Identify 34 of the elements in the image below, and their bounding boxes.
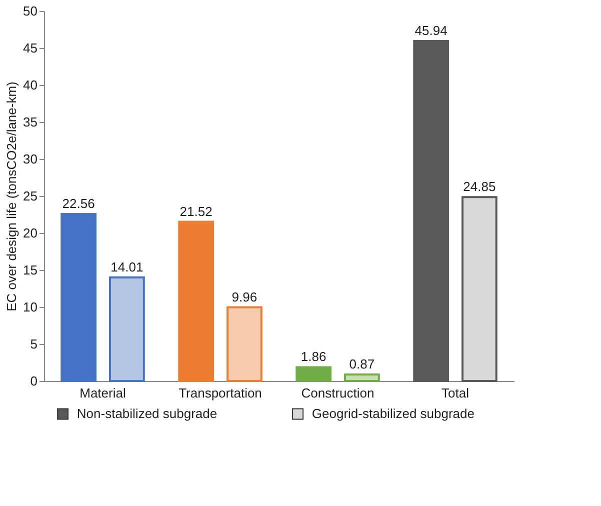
data-label: 14.01 [110,259,144,274]
x-tick-label: Construction [301,386,374,400]
data-label: 0.87 [349,356,375,372]
y-tick-label: 0 [30,374,38,388]
y-tick-label: 50 [23,4,38,18]
legend-label: Non-stabilized subgrade [76,406,218,421]
y-tick-label: 40 [23,78,38,92]
y-axis-title: EC over design life (tonsCO2e/lane-km) [4,82,20,312]
y-tick-label: 45 [23,40,38,56]
data-label: 24.85 [463,179,496,194]
y-tick-label: 5 [30,336,38,352]
x-tick-label: Total [442,386,470,400]
bar [344,374,380,382]
data-label: 22.56 [62,196,95,212]
bar [413,40,449,382]
y-tick-label: 15 [23,262,38,278]
data-label: 9.96 [232,289,258,304]
bar [296,366,332,382]
data-label: 1.86 [300,349,326,364]
bar [109,276,145,382]
y-tick-label: 20 [23,226,38,240]
y-tick-label: 35 [23,114,38,130]
bar [462,196,498,382]
y-tick-label: 30 [23,152,38,166]
y-tick-label: 10 [23,300,38,314]
x-tick-label: Material [80,386,126,400]
legend-label: Geogrid-stabilized subgrade [312,406,475,421]
data-label: 45.94 [414,23,448,38]
bar [60,213,96,382]
x-tick-label: Transportation [178,386,262,400]
bar [178,220,214,382]
y-tick-label: 25 [23,188,38,204]
data-label: 21.52 [180,204,212,219]
bar [226,306,262,382]
